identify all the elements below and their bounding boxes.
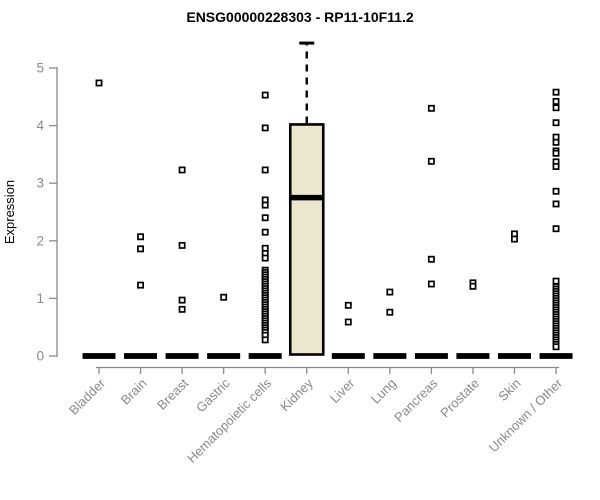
y-tick-label: 5 — [36, 61, 44, 76]
outlier-point-unknown-other — [552, 138, 560, 146]
outlier-point-unknown-other — [552, 149, 560, 157]
x-tick-label-skin: Skin — [495, 376, 523, 404]
outlier-point-pancreas — [427, 280, 435, 288]
y-tick-label: 3 — [36, 176, 44, 191]
x-tick-label-lung: Lung — [368, 376, 399, 407]
outlier-point-unknown-other — [552, 88, 560, 96]
zero-box-bladder — [82, 353, 116, 359]
outlier-point-unknown-other — [552, 163, 560, 170]
zero-box-prostate — [456, 353, 490, 359]
outlier-point-bladder — [95, 79, 103, 87]
zero-box-gastric — [207, 353, 241, 359]
y-tick-label: 1 — [36, 291, 44, 306]
y-tick-label: 4 — [36, 118, 44, 133]
outlier-point-unknown-other — [552, 97, 560, 105]
zero-box-hematopoietic-cells — [248, 353, 282, 359]
outlier-point-unknown-other — [552, 343, 560, 351]
zero-box-pancreas — [414, 353, 448, 359]
outlier-point-unknown-other — [552, 187, 560, 195]
outlier-point-liver — [344, 301, 352, 309]
outlier-point-hematopoietic-cells — [261, 336, 269, 344]
outlier-point-lung — [386, 288, 394, 296]
outlier-point-unknown-other — [552, 277, 560, 285]
x-tick-label-kidney: Kidney — [277, 375, 316, 414]
outlier-point-unknown-other — [552, 200, 560, 208]
outlier-point-breast — [178, 241, 186, 249]
outlier-point-breast — [178, 166, 186, 174]
outlier-point-lung — [386, 308, 394, 316]
x-tick-label-brain: Brain — [118, 376, 150, 408]
y-tick-label: 2 — [36, 233, 44, 248]
outlier-point-pancreas — [427, 104, 435, 112]
x-tick-label-pancreas: Pancreas — [391, 375, 441, 425]
zero-box-breast — [165, 353, 199, 359]
outlier-point-skin — [511, 235, 518, 243]
outlier-point-liver — [344, 318, 352, 326]
x-tick-label-bladder: Bladder — [66, 375, 109, 418]
x-tick-label-gastric: Gastric — [193, 375, 233, 415]
x-tick-label-unknown-other: Unknown / Other — [486, 375, 566, 455]
outlier-point-prostate — [469, 282, 477, 290]
outlier-point-hematopoietic-cells — [261, 254, 269, 262]
x-tick-label-prostate: Prostate — [437, 376, 482, 421]
outlier-point-unknown-other — [552, 119, 560, 127]
zero-box-liver — [331, 353, 365, 359]
outlier-point-hematopoietic-cells — [261, 228, 269, 236]
x-tick-label-breast: Breast — [154, 375, 191, 412]
y-tick-label: 0 — [36, 349, 44, 364]
outlier-point-brain — [137, 245, 144, 253]
zero-box-brain — [124, 353, 158, 359]
outlier-point-gastric — [220, 293, 228, 301]
outlier-point-unknown-other — [552, 104, 560, 112]
outlier-point-hematopoietic-cells — [261, 91, 269, 99]
outlier-point-pancreas — [427, 255, 435, 263]
outlier-point-unknown-other — [552, 225, 560, 233]
zero-box-unknown-other — [539, 353, 573, 359]
y-axis-label: Expression — [2, 180, 17, 244]
outlier-point-hematopoietic-cells — [261, 166, 269, 174]
x-tick-label-liver: Liver — [327, 375, 358, 406]
box-kidney — [288, 123, 325, 356]
plot-marks — [82, 41, 573, 359]
chart-title: ENSG00000228303 - RP11-10F11.2 — [186, 9, 413, 25]
outlier-point-brain — [137, 281, 144, 289]
outlier-point-hematopoietic-cells — [261, 214, 269, 222]
outlier-point-pancreas — [427, 157, 435, 165]
outlier-point-hematopoietic-cells — [261, 201, 269, 209]
outlier-point-hematopoietic-cells — [261, 124, 269, 132]
outlier-point-breast — [178, 305, 186, 313]
zero-box-skin — [498, 353, 531, 359]
zero-box-lung — [373, 353, 407, 359]
outlier-point-brain — [137, 233, 144, 241]
outlier-point-breast — [178, 296, 186, 304]
